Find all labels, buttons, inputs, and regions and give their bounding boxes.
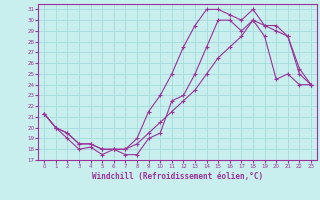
X-axis label: Windchill (Refroidissement éolien,°C): Windchill (Refroidissement éolien,°C) xyxy=(92,172,263,181)
